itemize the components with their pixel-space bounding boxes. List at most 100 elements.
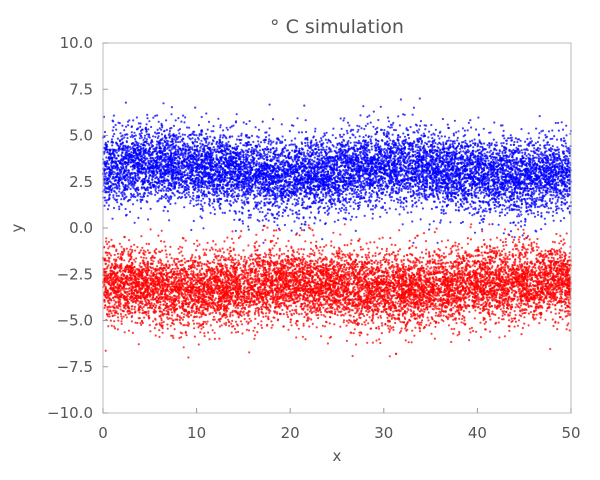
data-point: [492, 201, 495, 204]
data-point: [353, 199, 356, 202]
data-point: [288, 130, 291, 133]
data-point: [224, 199, 227, 202]
data-point: [200, 199, 203, 202]
data-point: [476, 186, 479, 189]
data-point: [364, 188, 367, 191]
data-point: [168, 132, 171, 135]
data-point: [323, 134, 326, 137]
data-point: [313, 156, 316, 159]
data-point: [421, 207, 424, 210]
data-point: [453, 192, 456, 195]
data-point: [265, 218, 268, 221]
data-point: [365, 165, 368, 168]
data-point: [505, 196, 508, 199]
data-point: [530, 150, 533, 153]
data-point: [377, 187, 380, 190]
data-point: [402, 155, 405, 158]
data-point: [222, 183, 225, 186]
data-point: [216, 179, 219, 182]
data-point: [120, 154, 123, 157]
data-point: [156, 140, 159, 143]
data-point: [340, 127, 343, 130]
data-point: [520, 198, 523, 201]
data-point: [347, 145, 350, 148]
data-point: [142, 146, 145, 149]
data-point: [184, 155, 187, 158]
data-point: [183, 193, 186, 196]
data-point: [532, 165, 535, 168]
data-point: [546, 143, 549, 146]
data-point: [560, 121, 563, 124]
data-point: [291, 203, 294, 206]
data-point: [273, 216, 276, 219]
data-point: [537, 149, 540, 153]
data-point: [336, 143, 339, 146]
data-point: [224, 144, 227, 147]
data-point: [172, 192, 175, 195]
data-point: [442, 176, 445, 179]
data-point: [449, 143, 452, 146]
data-point: [380, 197, 383, 201]
data-point: [132, 193, 135, 196]
data-point: [320, 139, 323, 142]
data-point: [351, 193, 354, 196]
data-point: [354, 150, 357, 153]
data-point: [551, 145, 554, 148]
data-point: [165, 128, 168, 131]
data-point: [186, 126, 189, 129]
data-point: [145, 138, 148, 141]
data-point: [288, 186, 291, 189]
data-point: [275, 147, 278, 150]
data-point: [310, 211, 313, 214]
data-point: [276, 217, 279, 220]
data-point: [548, 143, 551, 147]
data-point: [346, 132, 349, 135]
data-point: [320, 154, 324, 157]
data-point: [372, 191, 375, 194]
data-point: [259, 177, 262, 180]
data-point: [501, 197, 504, 200]
data-point: [154, 188, 157, 192]
data-point: [339, 170, 342, 173]
data-point: [173, 180, 176, 183]
data-point: [211, 202, 214, 205]
data-point: [535, 190, 538, 193]
data-point: [560, 201, 563, 204]
data-point: [548, 153, 551, 156]
data-point: [386, 153, 389, 156]
data-point: [523, 197, 526, 201]
data-point: [444, 154, 447, 157]
data-point: [537, 136, 541, 139]
data-point: [284, 138, 287, 142]
data-point: [217, 117, 220, 120]
data-point: [477, 144, 480, 147]
data-point: [471, 214, 474, 217]
data-point: [463, 147, 466, 150]
data-point: [112, 173, 115, 176]
data-point: [155, 143, 158, 146]
data-point: [412, 241, 415, 244]
data-point: [534, 142, 537, 145]
data-point: [428, 171, 432, 175]
data-point: [458, 151, 461, 154]
data-point: [403, 135, 407, 138]
data-point: [333, 192, 336, 195]
data-point: [551, 137, 554, 140]
data-point: [520, 220, 523, 223]
data-point: [428, 181, 432, 185]
data-point: [538, 193, 541, 196]
data-point: [276, 189, 279, 192]
data-point: [540, 215, 543, 218]
data-point: [413, 180, 416, 183]
data-point: [290, 194, 293, 197]
data-point: [234, 229, 237, 232]
data-point: [189, 150, 192, 154]
data-point: [136, 194, 139, 197]
data-point: [459, 147, 462, 150]
data-point: [201, 205, 204, 208]
data-point: [145, 123, 148, 126]
data-point: [520, 202, 524, 205]
data-point: [168, 129, 171, 133]
data-point: [334, 136, 337, 140]
data-point: [160, 133, 163, 136]
